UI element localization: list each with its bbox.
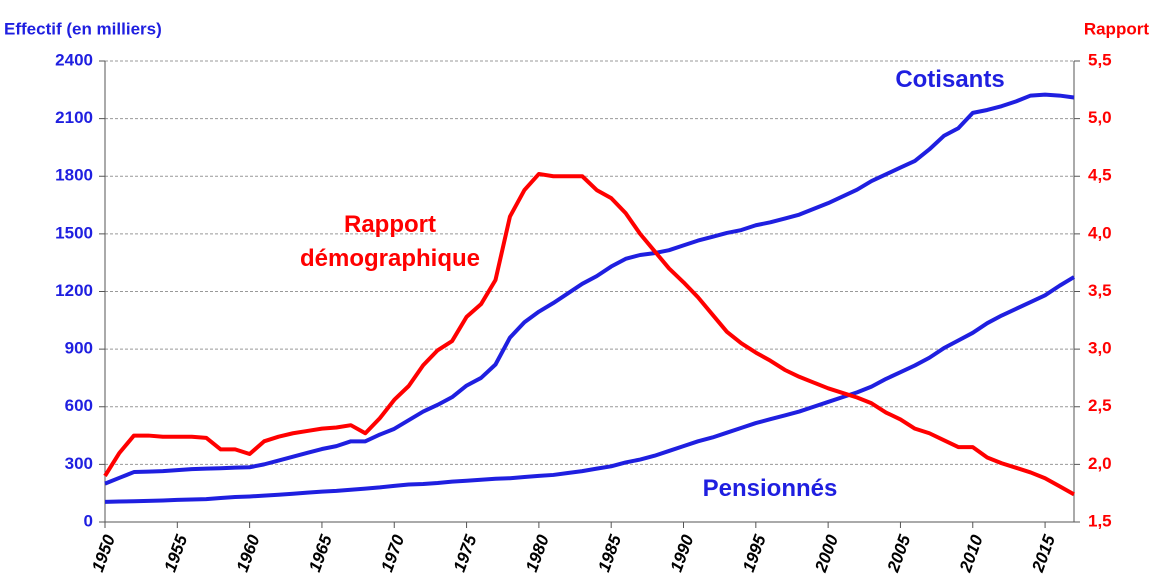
x-tick-label: 1975 — [450, 532, 481, 575]
y2-tick-label: 5,0 — [1088, 108, 1112, 127]
y-tick-label: 2400 — [55, 50, 93, 69]
y-tick-label: 0 — [84, 511, 93, 530]
x-tick-label: 2000 — [811, 532, 842, 575]
x-tick-label: 1960 — [233, 532, 264, 575]
y-tick-label: 300 — [65, 454, 93, 473]
y-tick-label: 900 — [65, 339, 93, 358]
x-tick-label: 1990 — [667, 532, 698, 575]
series-line — [104, 92, 1075, 486]
x-tick-label: 2010 — [956, 532, 987, 575]
x-tick-label: 1965 — [305, 532, 336, 575]
y-tick-label: 1500 — [55, 223, 93, 242]
x-tick-label: 1980 — [522, 532, 553, 575]
series-line — [104, 275, 1076, 504]
x-tick-label: 1950 — [88, 532, 119, 575]
y2-tick-label: 2,0 — [1088, 454, 1112, 473]
series-line — [103, 171, 1075, 497]
y2-tick-label: 4,5 — [1088, 166, 1112, 185]
y2-tick-label: 2,5 — [1088, 396, 1112, 415]
y2-axis-title: Rapport — [1084, 19, 1150, 38]
x-tick-label: 1970 — [377, 532, 408, 575]
x-tick-label: 1985 — [594, 532, 625, 575]
series-label: Rapport démographique — [299, 211, 480, 272]
x-tick-label: 1955 — [160, 532, 191, 575]
y-axis-title: Effectif (en milliers) — [4, 19, 162, 38]
y-tick-label: 1800 — [55, 166, 93, 185]
y2-tick-label: 4,0 — [1088, 223, 1112, 242]
x-tick-label: 1995 — [739, 532, 770, 575]
y2-tick-label: 5,5 — [1088, 50, 1112, 69]
series-label: Pensionnés — [702, 475, 838, 502]
y-tick-label: 1200 — [55, 281, 93, 300]
y2-tick-label: 3,5 — [1088, 281, 1112, 300]
x-tick-label: 2005 — [883, 532, 914, 575]
x-tick-label: 2015 — [1028, 532, 1059, 575]
y-tick-label: 2100 — [55, 108, 93, 127]
y2-tick-label: 1,5 — [1088, 511, 1112, 530]
y-tick-label: 600 — [65, 396, 93, 415]
series-label: Cotisants — [895, 66, 1005, 93]
y2-tick-label: 3,0 — [1088, 339, 1112, 358]
